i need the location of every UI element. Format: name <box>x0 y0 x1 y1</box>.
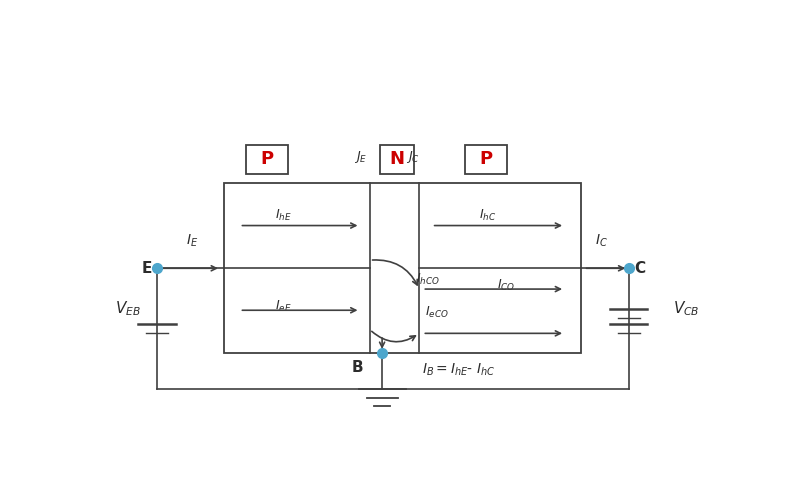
Bar <box>224 183 581 352</box>
Bar <box>380 144 414 174</box>
Text: N: N <box>390 150 405 168</box>
Text: B: B <box>351 360 363 376</box>
Text: $V_{CB}$: $V_{CB}$ <box>673 299 699 318</box>
Bar <box>246 144 288 174</box>
Text: $V_{EB}$: $V_{EB}$ <box>115 299 141 318</box>
Text: P: P <box>260 150 274 168</box>
Text: $I_{eE}$: $I_{eE}$ <box>274 299 291 314</box>
Text: $I_{hE}$: $I_{hE}$ <box>274 208 291 224</box>
Text: $I_B = I_{hE}$- $I_{hC}$: $I_B = I_{hE}$- $I_{hC}$ <box>422 362 496 378</box>
Text: $I_{hCO}$: $I_{hCO}$ <box>416 272 440 287</box>
Text: $I_{CO}$: $I_{CO}$ <box>497 278 515 293</box>
Bar <box>465 144 506 174</box>
Text: $I_C$: $I_C$ <box>594 232 607 248</box>
Text: $J_C$: $J_C$ <box>406 149 419 165</box>
Text: $J_E$: $J_E$ <box>354 149 367 165</box>
Text: E: E <box>142 261 152 276</box>
Text: $I_{hC}$: $I_{hC}$ <box>479 208 496 224</box>
Text: C: C <box>634 261 645 276</box>
Text: P: P <box>479 150 492 168</box>
Text: $I_E$: $I_E$ <box>186 232 198 248</box>
Text: $I_{eCO}$: $I_{eCO}$ <box>425 304 449 320</box>
